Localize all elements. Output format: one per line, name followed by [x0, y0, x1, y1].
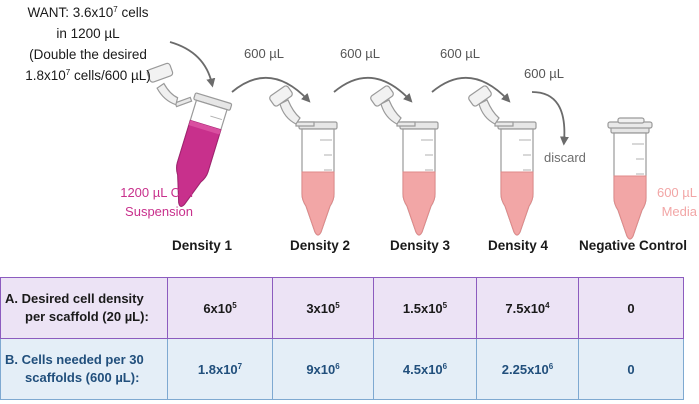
tube-label-negative-control: Negative Control	[578, 238, 687, 253]
row-b-cell-density-3: 4.5x106	[373, 338, 477, 400]
row-a-exponent-4: 4	[545, 300, 550, 310]
discard-label: discard	[544, 150, 586, 165]
row-b-value-2: 9x10	[306, 361, 336, 377]
row-b-exponent-3: 6	[442, 361, 448, 371]
arrow-discard	[531, 91, 569, 146]
arrow-transfer-3	[431, 77, 511, 103]
media-label: 600 µL Media	[657, 183, 697, 221]
row-a-cell-negative-control: 0	[578, 277, 684, 339]
tube-density-3	[368, 84, 439, 236]
row-b-label: B. Cells needed per 30 scaffolds (600 µL…	[0, 338, 168, 400]
tube-label-density-3: Density 3	[389, 238, 451, 253]
transfer-label-2: 600 µL	[340, 46, 381, 61]
row-a-value-5: 0	[627, 300, 635, 316]
tube-density-4	[466, 84, 537, 236]
tube-label-density-2: Density 2	[289, 238, 351, 253]
row-a-label-line-2: per scaffold (20 µL):	[25, 309, 149, 324]
want-line-4-suffix: cells/600 µL)	[70, 68, 151, 83]
media-line-1: 600 µL	[656, 185, 697, 200]
tube-density-2	[267, 84, 338, 236]
want-line-2: in 1200 µL	[56, 26, 120, 41]
row-b-label-line-2: scaffolds (600 µL):	[25, 370, 140, 385]
row-b-exponent-1: 7	[237, 361, 243, 371]
row-b-exponent-4: 6	[548, 361, 554, 371]
cell-suspension-line-1: 1200 µL Cell	[120, 185, 193, 200]
row-b-cell-density-1: 1.8x107	[167, 338, 273, 400]
row-b-cell-density-2: 9x106	[272, 338, 374, 400]
row-b-value-3: 4.5x10	[402, 361, 443, 377]
row-a-cell-density-3: 1.5x105	[373, 277, 477, 339]
row-b-value-4: 2.25x10	[501, 361, 549, 377]
tube-label-density-1: Density 1	[171, 238, 233, 253]
tube-density-1	[161, 92, 233, 213]
arrow-want-to-density-1	[169, 41, 216, 88]
row-a-exponent-1: 5	[232, 300, 237, 310]
row-b-value-5: 0	[627, 361, 635, 377]
tube-lid-density-1	[146, 62, 193, 108]
want-line-3: (Double the desired	[29, 47, 147, 62]
want-line-1: WANT: 3.6x10	[27, 5, 114, 20]
row-b-exponent-2: 6	[335, 361, 340, 371]
want-line-4: 1.8x10	[25, 68, 66, 83]
table-row-a: A. Desired cell density per scaffold (20…	[0, 277, 684, 339]
cell-suspension-line-2: Suspension	[125, 204, 193, 219]
row-a-cell-density-4: 7.5x104	[476, 277, 579, 339]
tube-label-density-4: Density 4	[487, 238, 549, 253]
row-a-value-1: 6x10	[203, 300, 233, 316]
want-line-1-suffix: cells	[117, 5, 149, 20]
row-b-label-line-1: B. Cells needed per 30	[5, 352, 144, 367]
row-a-value-4: 7.5x10	[505, 300, 546, 316]
transfer-label-3: 600 µL	[440, 46, 481, 61]
table-row-b: B. Cells needed per 30 scaffolds (600 µL…	[0, 338, 684, 400]
cell-suspension-label: 1200 µL Cell Suspension	[120, 183, 193, 221]
want-note: WANT: 3.6x107 cells in 1200 µL (Double t…	[0, 2, 176, 86]
transfer-label-4: 600 µL	[524, 66, 565, 81]
tube-diagram	[146, 41, 653, 240]
tube-negative-control	[607, 117, 653, 240]
row-a-exponent-3: 5	[442, 300, 448, 310]
row-a-label-line-1: A. Desired cell density	[5, 291, 144, 306]
arrow-transfer-1	[231, 77, 311, 103]
arrow-transfer-2	[333, 77, 413, 103]
row-b-cell-density-4: 2.25x106	[476, 338, 579, 400]
row-a-label: A. Desired cell density per scaffold (20…	[0, 277, 168, 339]
row-b-cell-negative-control: 0	[578, 338, 684, 400]
media-line-2: Media	[661, 204, 697, 219]
transfer-label-1: 600 µL	[244, 46, 285, 61]
want-line-1-exponent: 7	[113, 5, 118, 14]
row-a-value-3: 1.5x10	[402, 300, 443, 316]
row-a-cell-density-2: 3x105	[272, 277, 374, 339]
row-b-value-1: 1.8x10	[197, 361, 238, 377]
row-a-exponent-2: 5	[335, 300, 340, 310]
density-table: A. Desired cell density per scaffold (20…	[0, 277, 684, 400]
row-a-value-2: 3x10	[306, 300, 336, 316]
want-line-4-exponent: 7	[65, 68, 71, 77]
row-a-cell-density-1: 6x105	[167, 277, 273, 339]
